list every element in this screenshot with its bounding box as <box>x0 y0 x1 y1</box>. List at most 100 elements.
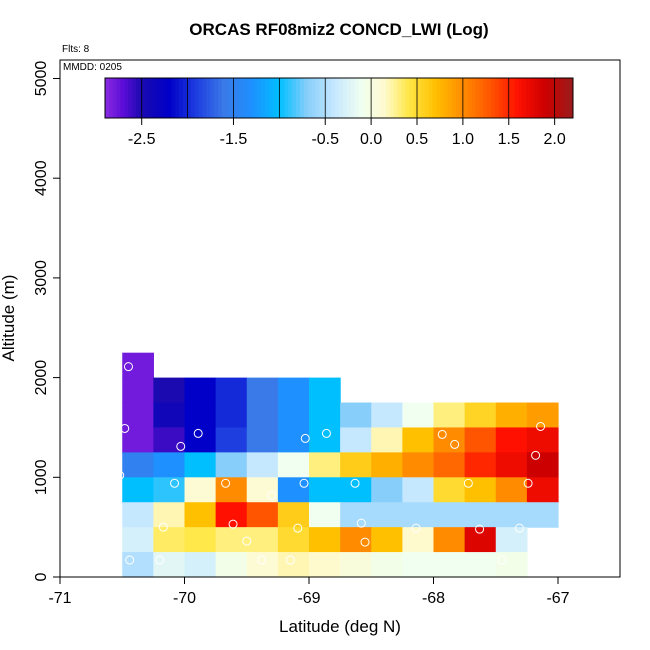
colorbar-segment <box>510 78 515 118</box>
heatmap-cell <box>153 402 186 429</box>
colorbar-segment <box>303 78 309 118</box>
heatmap-cell <box>402 477 435 503</box>
colorbar-segment <box>475 78 480 118</box>
colorbar-segment <box>335 78 340 118</box>
colorbar-segment <box>233 78 239 118</box>
colorbar-segment <box>237 78 242 118</box>
colorbar-segment <box>534 78 539 118</box>
colorbar-segment <box>420 78 426 118</box>
heatmap-cell <box>495 402 528 429</box>
x-tick-label: -69 <box>297 590 320 607</box>
colorbar-segment <box>487 78 492 118</box>
colorbar-segment <box>311 78 317 118</box>
colorbar-segment <box>120 78 125 118</box>
colorbar-segment <box>202 78 207 118</box>
y-axis: 0 1000 2000 3000 4000 5000 <box>33 61 61 581</box>
heatmap-cell <box>340 527 372 553</box>
colorbar-segment <box>495 78 500 118</box>
colorbar-segment <box>257 78 262 118</box>
colorbar-segment <box>452 78 457 118</box>
sample-point <box>125 555 135 565</box>
heatmap-cell <box>402 502 435 528</box>
sample-point <box>228 519 238 529</box>
heatmap-cell <box>433 502 466 528</box>
heatmap-cell <box>122 377 154 404</box>
heatmap-cell <box>215 452 248 478</box>
heatmap-cell <box>433 402 466 429</box>
colorbar-segment <box>128 78 133 118</box>
colorbar-segment <box>362 78 367 118</box>
x-axis: -71 -70 -69 -68 -67 <box>48 576 570 607</box>
colorbar-segment <box>194 78 200 118</box>
heatmap-cell <box>277 502 310 528</box>
colorbar-segment <box>541 78 547 118</box>
sample-point <box>257 555 267 565</box>
sample-point <box>360 537 370 547</box>
colorbar-segment <box>569 78 574 118</box>
colorbar-segment <box>132 78 137 118</box>
colorbar-segment <box>424 78 430 118</box>
colorbar-segment <box>549 78 554 118</box>
colorbar-segment <box>502 78 508 118</box>
x-tick-label: -68 <box>422 590 445 607</box>
heatmap-cell <box>122 552 154 578</box>
colorbar-segment <box>491 78 496 118</box>
colorbar-segment <box>518 78 523 118</box>
y-tick-label: 3000 <box>33 260 50 296</box>
colorbar-segment <box>268 78 274 118</box>
sample-point <box>300 433 310 443</box>
colorbar-segment <box>459 78 465 118</box>
colorbar-segment <box>144 78 149 118</box>
y-tick-label: 2000 <box>33 360 50 396</box>
y-tick-label: 0 <box>33 572 50 581</box>
colorbar-segment <box>537 78 543 118</box>
colorbar-segment <box>147 78 153 118</box>
sample-point <box>158 522 168 532</box>
sample-point <box>475 524 485 534</box>
colorbar-segment <box>498 78 504 118</box>
heatmap-cell <box>433 552 466 578</box>
heatmap-cell <box>277 452 310 478</box>
heatmap-cell <box>526 502 559 528</box>
heatmap-cell <box>402 427 435 453</box>
heatmap-cell <box>246 427 279 453</box>
colorbar-segment <box>288 78 293 118</box>
colorbar-segment <box>448 78 453 118</box>
heatmap-cell <box>215 502 248 528</box>
heatmap-cell <box>526 427 559 453</box>
heatmap-cell <box>122 402 154 429</box>
colorbar-segment <box>409 78 414 118</box>
colorbar-segment <box>342 78 348 118</box>
colorbar-segment <box>296 78 301 118</box>
heatmap-cell <box>153 427 186 453</box>
heatmap-cell <box>246 527 279 553</box>
heatmap-cell <box>309 377 341 404</box>
heatmap-cell <box>153 452 186 478</box>
colorbar-segment <box>557 78 562 118</box>
sample-point <box>536 421 546 431</box>
sample-point <box>514 523 524 533</box>
colorbar-segment <box>112 78 118 118</box>
colorbar-segment <box>428 78 434 118</box>
colorbar-tick-label: -2.5 <box>128 131 156 148</box>
heatmap-cell <box>184 427 217 453</box>
heatmap-cell <box>433 527 466 553</box>
heatmap-cell <box>309 552 341 578</box>
x-tick-label: -71 <box>48 590 71 607</box>
colorbar-segment <box>530 78 535 118</box>
heatmap-cell <box>309 402 341 429</box>
heatmap-cell <box>464 502 497 528</box>
colorbar-segment <box>483 78 488 118</box>
heatmap-cell <box>371 527 403 553</box>
colorbar-segment <box>413 78 418 118</box>
heatmap-cell <box>402 552 435 578</box>
colorbar-segment <box>401 78 406 118</box>
colorbar-segment <box>381 78 387 118</box>
heatmap-cell <box>309 427 341 453</box>
heatmap-cell <box>215 477 248 503</box>
colorbar-segment <box>218 78 223 118</box>
sample-point <box>155 555 165 565</box>
heatmap-cell <box>122 352 154 379</box>
heatmap-cell <box>215 402 248 429</box>
